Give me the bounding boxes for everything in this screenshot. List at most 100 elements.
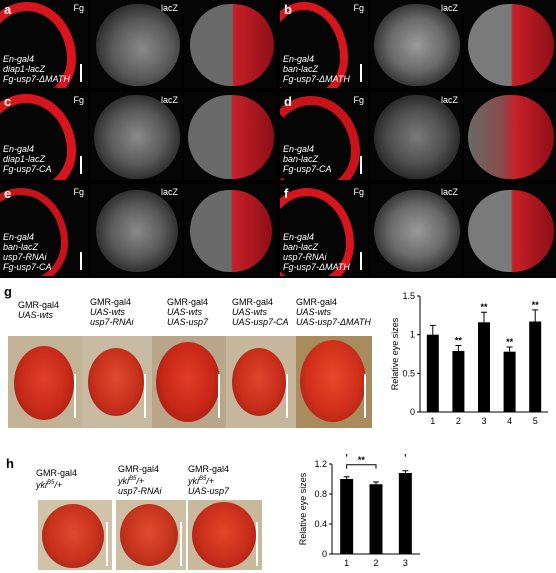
panel-f-merge-image [464,184,556,276]
channel-label: Fg [73,95,84,105]
channel-label: Fg [353,95,364,105]
scale-bar [80,156,82,174]
x-tick-label: 3 [403,558,408,568]
x-tick-label: 1 [430,416,435,426]
genotype-label: GMR-gal4 UAS-wts UAS-usp7-ΔMATH [296,297,371,327]
bar [452,350,465,412]
channel-label: lacZ [440,3,458,13]
y-tick-label: 0 [410,407,415,417]
panel-letter: a [4,2,12,17]
genotype-label: En-gal4 diap1-lacZ Fg-usp7-CA [3,144,52,174]
y-tick-label: 0.4 [314,519,327,529]
genotype-label: GMR-gal4 UAS-wts usp7-RNAi [90,297,134,327]
panel-d-fg-image: d Fg En-gal4 ban-lacZ Fg-usp7-CA [280,92,368,180]
panel-letter-h: h [6,456,14,471]
genotype-label: GMR-gal4 UAS-wts UAS-usp7-CA [232,297,289,327]
genotype-label: En-gal4 ban-lacZ Fg-usp7-ΔMATH [283,54,350,84]
x-tick-label: 2 [456,416,461,426]
significance-bracket [346,454,406,457]
genotype-label: En-gal4 ban-lacZ usp7-RNAi Fg-usp7-ΔMATH [283,232,350,272]
panel-f-lacz-image: lacZ [370,184,462,276]
channel-label: Fg [353,3,364,13]
panel-b-lacz-image: lacZ [370,0,462,88]
significance-label: ** [506,337,514,347]
x-tick-label: 1 [344,558,349,568]
scale-bar [80,64,82,82]
y-axis-label: Relative eye sizes [390,317,400,390]
eye-size-chart-g: 0 0.5 1 1.5 Relative eye sizes 1 2 ** 3 ** 4 ** 5 ** [390,291,548,426]
panel-a-merge-image [184,0,276,88]
eye-image [188,500,262,570]
y-tick-label: 0.5 [402,368,415,378]
y-tick-label: 1.5 [402,291,415,301]
genotype-label: En-gal4 ban-lacZ Fg-usp7-CA [283,144,332,174]
panel-d-merge-image [464,92,556,180]
eye-image [8,336,82,428]
bar [503,351,516,412]
panel-b-merge-image [464,0,556,88]
scale-bar [80,252,82,270]
bar [478,322,490,412]
bar [426,334,439,412]
scale-bar [360,252,362,270]
panel-letter: d [284,94,292,109]
channel-label: Fg [73,3,84,13]
significance-bracket [346,464,377,469]
eye-image [116,500,186,570]
wing-disc-panels: a Fg En-gal4 diap1-lacZ Fg-usp7-ΔMATH lacZ… [0,0,556,278]
channel-label: Fg [73,187,84,197]
significance-label: ** [455,335,463,345]
genotype-label: GMR-gal4 UAS-wts [18,300,60,320]
bar [398,473,412,554]
bar [369,484,383,554]
y-tick-label: 1.2 [314,459,327,469]
panel-f-fg-image: f Fg En-gal4 ban-lacZ usp7-RNAi Fg-usp7-ΔMA… [280,184,368,276]
genotype-label: GMR-gal4 ykiB5/+ [36,468,78,490]
panel-letter-g: g [4,284,12,299]
panel-letter: b [284,2,292,17]
eye-image [82,336,152,428]
y-tick-label: 1 [410,330,415,340]
y-tick-label: 0 [322,549,327,559]
panel-d-lacz-image: lacZ [370,92,462,180]
x-tick-label: 2 [373,558,378,568]
panel-c-fg-image: c Fg En-gal4 diap1-lacZ Fg-usp7-CA [0,92,88,180]
x-tick-label: 4 [507,416,512,426]
panel-e-merge-image [184,184,276,276]
bar [340,479,354,554]
scale-bar [360,64,362,82]
eye-image [296,336,372,428]
panel-a-fg-image: a Fg En-gal4 diap1-lacZ Fg-usp7-ΔMATH [0,0,88,88]
significance-label: ** [358,455,366,465]
x-tick-label: 5 [533,416,538,426]
genotype-label: En-gal4 diap1-lacZ Fg-usp7-ΔMATH [3,54,70,84]
panel-a-lacz-image: lacZ [90,0,182,88]
genotype-label: GMR-gal4 ykiB5/+ usp7-RNAi [118,464,162,496]
eye-image [226,336,296,428]
panel-e-fg-image: e Fg En-gal4 ban-lacZ usp7-RNAi Fg-usp7-CA [0,184,88,276]
genotype-label: GMR-gal4 ykiB5/+ UAS-usp7 [188,464,230,496]
panel-letter: f [284,186,289,201]
y-tick-label: 0.8 [314,489,327,499]
y-axis-label: Relative eye sizes [298,472,308,545]
channel-label: lacZ [160,95,178,105]
genotype-label: GMR-gal4 UAS-wts UAS-usp7 [167,297,209,327]
scale-bar [360,156,362,174]
panel-letter: e [4,186,12,201]
channel-label: lacZ [440,95,458,105]
channel-label: Fg [353,187,364,197]
panel-letter: c [4,94,12,109]
bar [529,321,542,412]
channel-label: lacZ [160,3,178,13]
eye-image [152,336,226,428]
channel-label: lacZ [440,187,458,197]
significance-label: ** [532,300,540,310]
panel-c-merge-image [184,92,276,180]
panel-c-lacz-image: lacZ [90,92,182,180]
eye-image [38,500,112,570]
genotype-label: En-gal4 ban-lacZ usp7-RNAi Fg-usp7-CA [3,232,52,272]
panel-b-fg-image: b Fg En-gal4 ban-lacZ Fg-usp7-ΔMATH [280,0,368,88]
panel-e-lacz-image: lacZ [90,184,182,276]
x-tick-label: 3 [481,416,486,426]
